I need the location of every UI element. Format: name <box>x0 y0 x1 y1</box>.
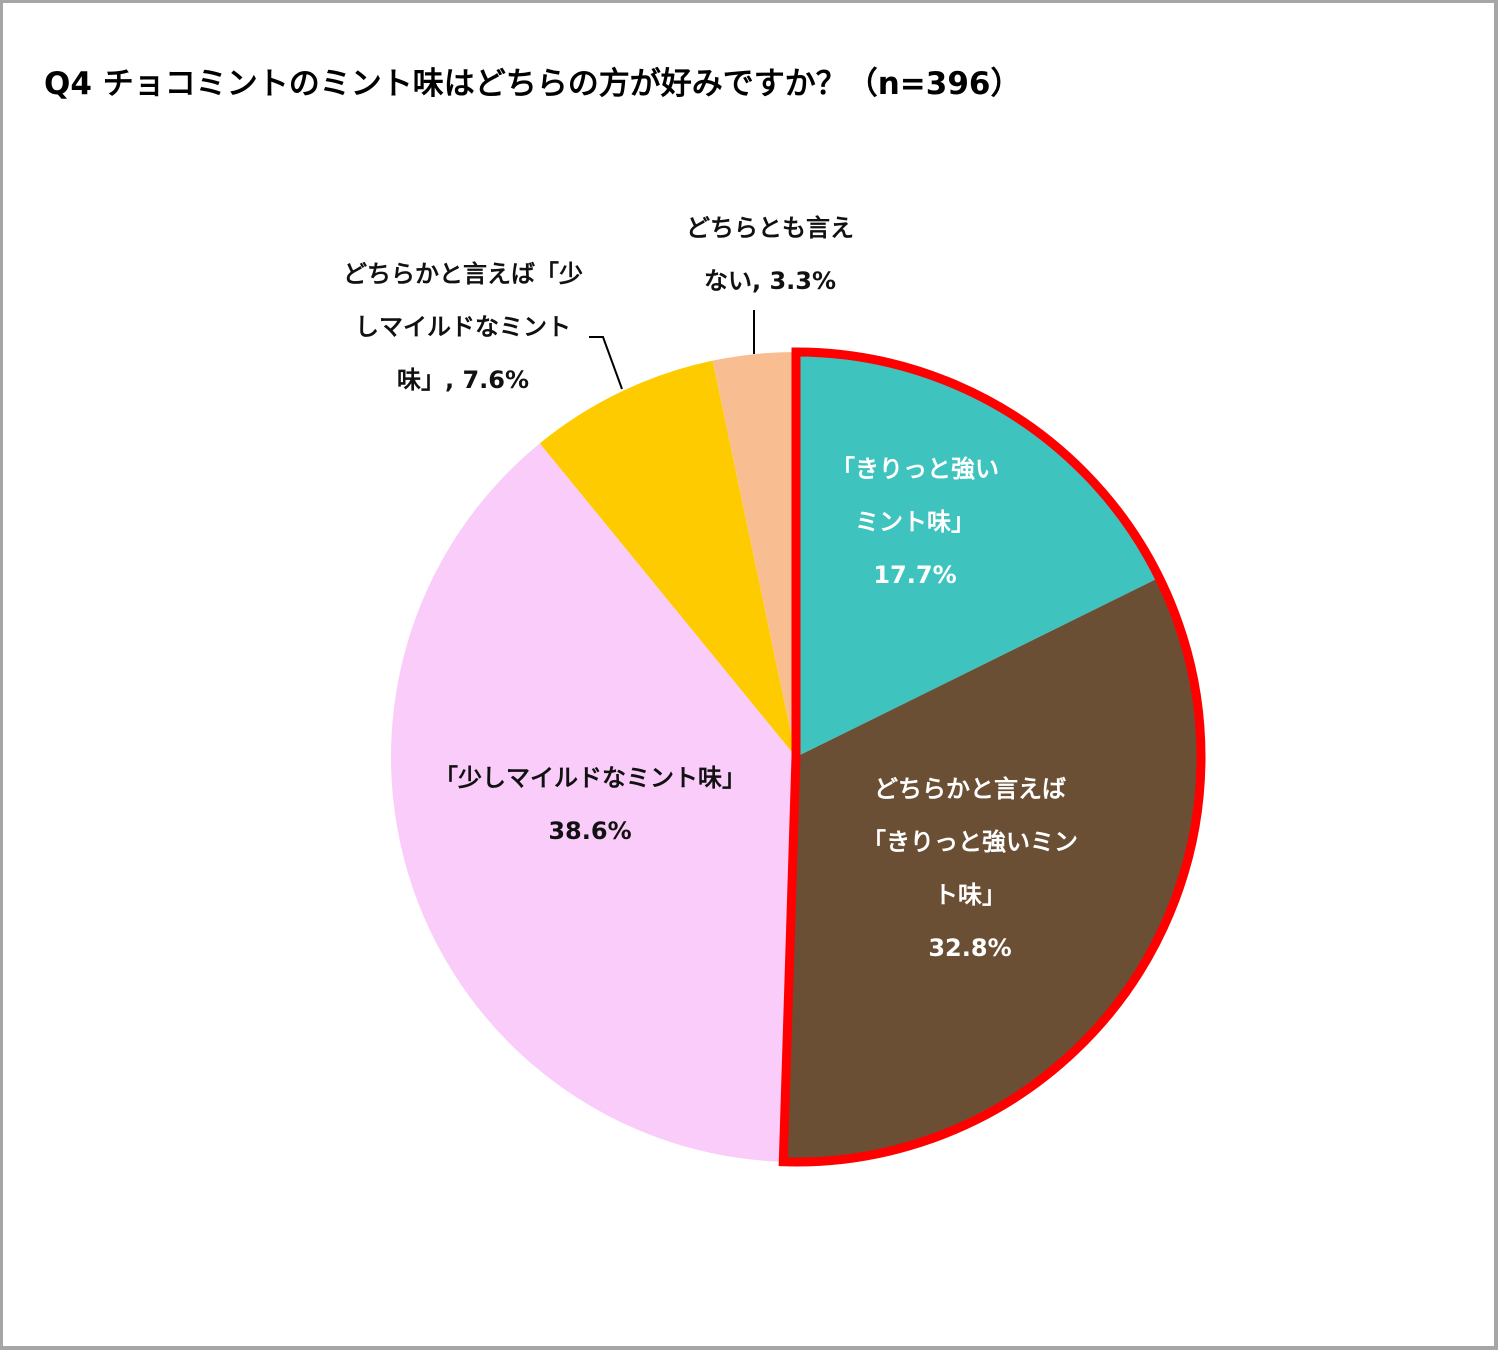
label-rather-mild-line1: どちらかと言えば「少 <box>343 260 583 288</box>
label-rather-strong: どちらかと言えば 「きりっと強いミン ト味」 32.8% <box>850 763 1090 975</box>
label-mild-value: 38.6% <box>548 817 632 845</box>
pie-slice-4 <box>712 352 796 757</box>
highlight-outline <box>778 347 1206 1167</box>
pie-slice-3 <box>539 360 796 757</box>
label-rather-mild-line3: 味」, 7.6% <box>396 366 530 394</box>
label-rather-strong-line3: ト味」 <box>934 881 1006 909</box>
label-rather-strong-line1: どちらかと言えば <box>874 775 1066 803</box>
pie-slice-2 <box>390 443 796 1162</box>
label-mild: 「少しマイルドなミント味」 38.6% <box>410 752 770 858</box>
label-strong: 「きりっと強い ミント味」 17.7% <box>820 443 1010 602</box>
label-neither-line2: ない, 3.3% <box>703 267 837 295</box>
pie-slice-1 <box>783 577 1202 1163</box>
label-mild-line1: 「少しマイルドなミント味」 <box>434 764 746 792</box>
label-rather-mild: どちらかと言えば「少 しマイルドなミント 味」, 7.6% <box>318 248 608 407</box>
leader-line-rather-mild <box>589 336 623 390</box>
label-neither: どちらとも言え ない, 3.3% <box>665 202 875 308</box>
label-strong-line2: ミント味」 <box>855 508 975 536</box>
label-rather-strong-value: 32.8% <box>928 934 1012 962</box>
label-neither-line1: どちらとも言え <box>686 214 854 242</box>
chart-title: Q4 チョコミントのミント味はどちらの方が好みですか？（n=396） <box>44 66 1022 102</box>
label-strong-line1: 「きりっと強い <box>831 455 999 483</box>
label-strong-value: 17.7% <box>873 561 957 589</box>
label-rather-strong-line2: 「きりっと強いミン <box>862 828 1078 856</box>
label-rather-mild-line2: しマイルドなミント <box>355 313 571 341</box>
pie-slice-0 <box>796 352 1160 757</box>
